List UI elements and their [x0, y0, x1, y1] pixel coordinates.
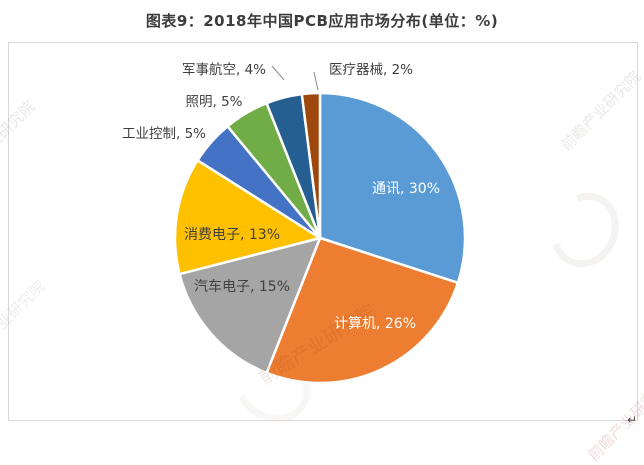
pie-slice-通讯: [318, 91, 467, 285]
slice-label-military-aerospace: 军事航空, 4%: [182, 62, 266, 78]
leader-line-military: [271, 65, 285, 81]
slice-label-computers: 计算机, 26%: [333, 316, 417, 332]
chart-title: 图表9：2018年中国PCB应用市场分布(单位：%): [145, 12, 499, 30]
slice-label-automotive: 汽车电子, 15%: [193, 279, 291, 295]
return-mark: ↵: [627, 413, 638, 427]
slice-label-medical-devices: 医疗器械, 2%: [329, 62, 413, 78]
slice-label-consumer-electronics: 消费电子, 13%: [183, 227, 281, 243]
pie-slice-计算机: [265, 236, 460, 385]
leader-line-medical: [313, 71, 319, 91]
pie-chart: [173, 65, 467, 385]
pie-slices: [173, 91, 467, 385]
slice-label-communications: 通讯, 30%: [371, 181, 441, 197]
slice-label-industrial-control: 工业控制, 5%: [122, 126, 206, 142]
pie-slice-汽车电子: [178, 236, 322, 375]
pie-slice-医疗器械: [300, 91, 322, 240]
slice-label-lighting: 照明, 5%: [185, 94, 243, 110]
pie-slice-消费电子: [173, 159, 322, 276]
pcb-market-chart-page: { "title": "图表9：2018年中国PCB应用市场分布(单位：%)",…: [0, 12, 644, 465]
